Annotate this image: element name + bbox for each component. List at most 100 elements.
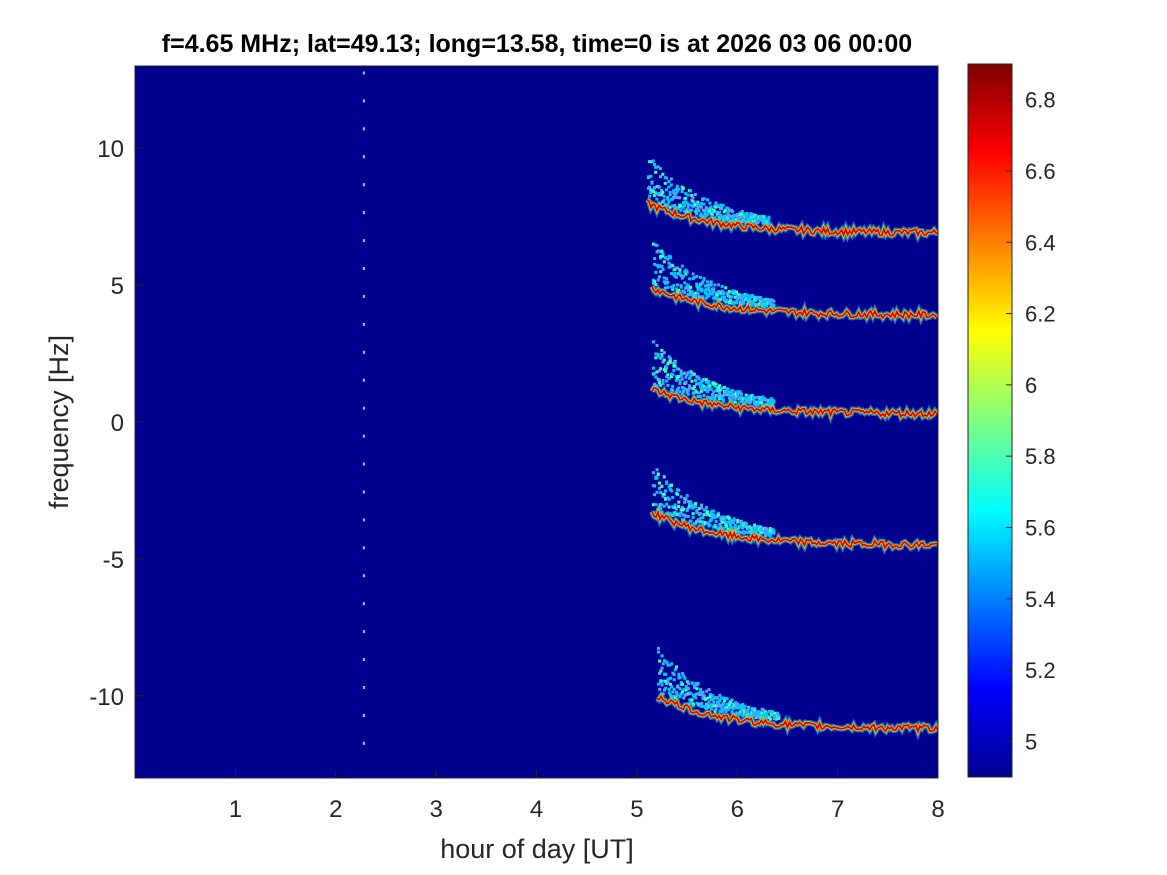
trace-halo-pixel (742, 711, 746, 715)
trace-halo-pixel (662, 260, 666, 264)
trace-halo-pixel (702, 393, 706, 397)
trace-halo-pixel (732, 704, 736, 708)
trace-halo-pixel (685, 494, 689, 498)
trace-halo-pixel (691, 272, 695, 276)
trace-halo-pixel (654, 165, 658, 169)
trace-halo-pixel (699, 201, 703, 205)
trace-halo-pixel (694, 378, 698, 382)
trace-halo-pixel (691, 387, 695, 391)
trace-halo-pixel (713, 709, 717, 713)
trace-halo-pixel (748, 525, 752, 529)
trace-halo-pixel (714, 201, 718, 205)
trace-halo-pixel (653, 262, 657, 266)
trace-halo-pixel (733, 400, 737, 404)
trace-halo-pixel (679, 374, 683, 378)
trace-halo-pixel (649, 191, 653, 195)
trace-halo-pixel (666, 257, 670, 261)
trace-halo-pixel (698, 395, 702, 399)
trace-halo-pixel (714, 707, 718, 711)
trace-halo-pixel (662, 276, 666, 280)
trace-halo-pixel (689, 519, 693, 523)
trace-halo-pixel (753, 400, 757, 404)
x-tick-label: 8 (931, 796, 944, 823)
trace-halo-pixel (736, 213, 740, 217)
trace-halo-pixel (706, 390, 710, 394)
trace-halo-pixel (663, 256, 667, 260)
trace-halo-pixel (660, 264, 664, 268)
trace-halo-pixel (676, 684, 680, 688)
trace-halo-pixel (701, 387, 705, 391)
trace-halo-pixel (773, 711, 777, 715)
x-tick-label: 1 (229, 796, 242, 823)
colorbar-tick-label: 5.2 (1025, 658, 1056, 683)
trace-halo-pixel (767, 221, 771, 225)
trace-halo-pixel (702, 278, 706, 282)
trace-halo-pixel (656, 352, 660, 356)
trace-halo-pixel (665, 480, 669, 484)
trace-halo-pixel (749, 219, 753, 223)
trace-halo-pixel (736, 215, 740, 219)
trace-halo-pixel (753, 708, 757, 712)
trace-halo-pixel (651, 340, 655, 344)
trace-halo-pixel (656, 473, 660, 477)
trace-halo-pixel (671, 264, 675, 268)
trace-halo-pixel (704, 380, 708, 384)
trace-halo-pixel (709, 387, 713, 391)
trace-halo-pixel (657, 378, 661, 382)
trace-halo-pixel (674, 187, 678, 191)
trace-halo-pixel (725, 218, 729, 222)
trace-halo-pixel (657, 264, 661, 268)
trace-halo-pixel (761, 301, 765, 305)
trace-halo-pixel (735, 290, 739, 294)
trace-halo-pixel (658, 659, 662, 663)
trace-halo-pixel (701, 214, 705, 218)
trace-halo-pixel (692, 275, 696, 279)
column-dot (362, 322, 365, 326)
trace-halo-pixel (648, 194, 652, 198)
trace-halo-pixel (747, 707, 751, 711)
trace-halo-pixel (676, 290, 680, 294)
trace-halo-pixel (707, 286, 711, 290)
trace-halo-pixel (695, 509, 699, 513)
trace-halo-pixel (690, 194, 694, 198)
trace-halo-pixel (748, 297, 752, 301)
trace-halo-pixel (757, 398, 761, 402)
trace-halo-pixel (659, 490, 663, 494)
trace-halo-pixel (685, 207, 689, 211)
trace-halo-pixel (677, 374, 681, 378)
trace-halo-pixel (700, 506, 704, 510)
trace-halo-pixel (708, 705, 712, 709)
trace-halo-pixel (672, 284, 676, 288)
trace-halo-pixel (655, 476, 659, 480)
trace-halo-pixel (724, 208, 728, 212)
trace-halo-pixel (661, 360, 665, 364)
trace-halo-pixel (696, 291, 700, 295)
trace-halo-pixel (730, 398, 734, 402)
trace-halo-pixel (764, 710, 768, 714)
trace-halo-pixel (771, 711, 775, 715)
trace-halo-pixel (671, 197, 675, 201)
trace-halo-pixel (693, 203, 697, 207)
spectrogram-traces (362, 71, 938, 745)
trace-halo-pixel (764, 218, 768, 222)
trace-halo-pixel (673, 505, 677, 509)
trace-halo-pixel (700, 504, 704, 508)
trace-halo-pixel (715, 696, 719, 700)
y-axis-ticks: 10 5 0 -5 -10 (89, 136, 143, 711)
trace-halo-pixel (759, 531, 763, 535)
trace-halo-pixel (756, 220, 760, 224)
trace-halo-pixel (652, 186, 656, 190)
colorbar (967, 63, 1013, 778)
trace-halo-pixel (738, 390, 742, 394)
trace-halo-pixel (651, 366, 655, 370)
trace-halo-pixel (702, 385, 706, 389)
trace-halo-pixel (710, 393, 714, 397)
trace-halo-pixel (740, 708, 744, 712)
trace-halo-pixel (662, 198, 666, 202)
trace-halo-pixel (706, 512, 710, 516)
trace-halo-pixel (772, 531, 776, 535)
trace-halo-pixel (683, 291, 687, 295)
x-axis-ticks: 1 2 3 4 5 6 7 8 (229, 770, 945, 823)
trace-halo-pixel (766, 400, 770, 404)
trace-halo-pixel (722, 520, 726, 524)
